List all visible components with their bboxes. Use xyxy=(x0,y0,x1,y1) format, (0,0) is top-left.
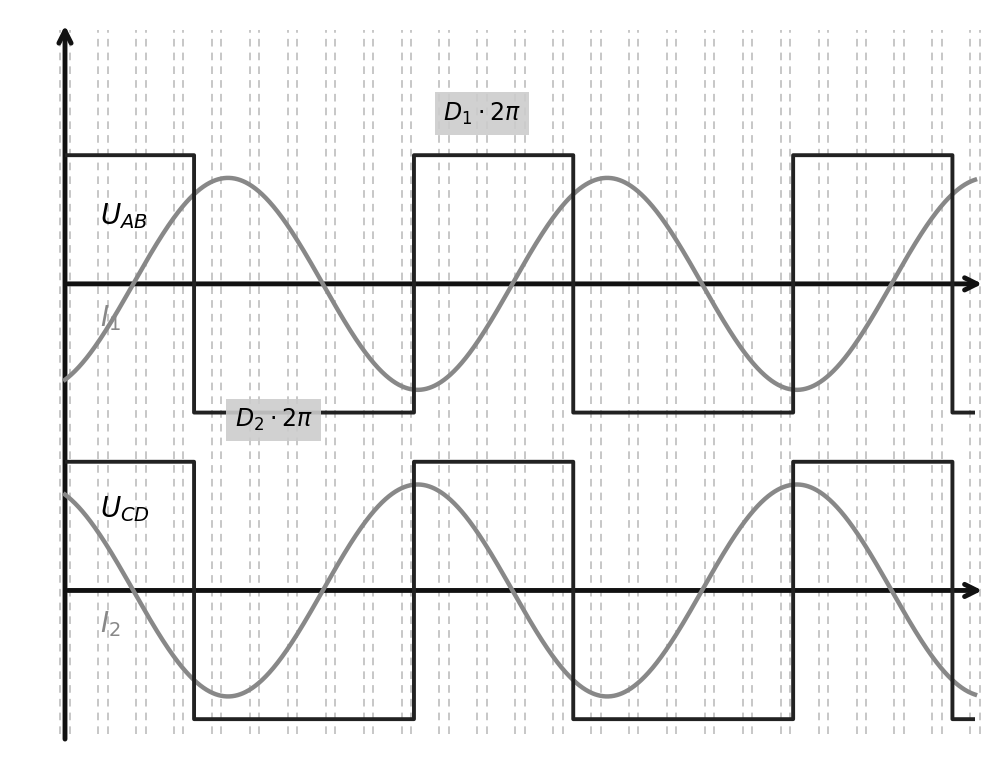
Text: $D_1\cdot 2\pi$: $D_1\cdot 2\pi$ xyxy=(443,101,521,126)
Text: $I_1$: $I_1$ xyxy=(100,303,121,332)
Text: $U_{AB}$: $U_{AB}$ xyxy=(100,201,148,232)
Text: $U_{CD}$: $U_{CD}$ xyxy=(100,494,150,524)
Text: $I_2$: $I_2$ xyxy=(100,609,121,639)
Text: $D_2\cdot 2\pi$: $D_2\cdot 2\pi$ xyxy=(235,407,312,433)
